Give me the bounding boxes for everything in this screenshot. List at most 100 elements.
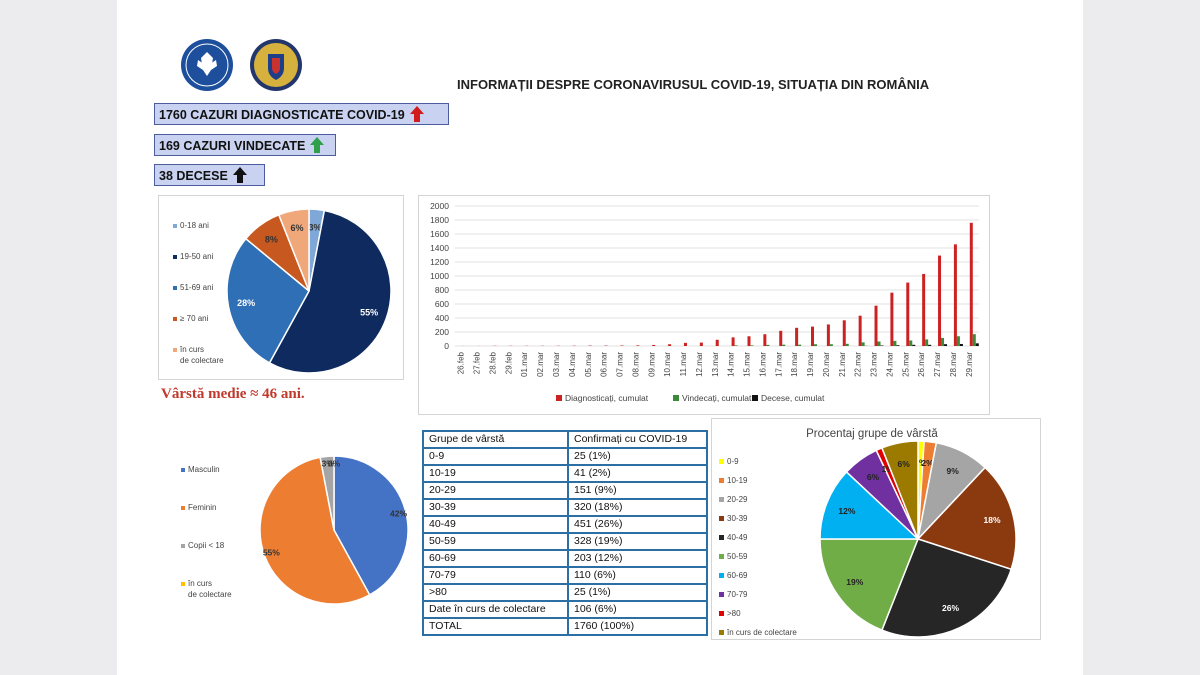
bar-0-24	[842, 320, 846, 346]
pie-slice-5	[819, 538, 920, 632]
legend-label-1: Vindecați, cumulat	[682, 393, 752, 403]
table-cell: TOTAL	[422, 617, 569, 636]
bar-0-19	[763, 334, 767, 346]
legend-swatch-8	[719, 611, 724, 616]
average-age-note: Vârstă medie ≈ 46 ani.	[161, 386, 305, 402]
bar-1-22	[814, 344, 818, 346]
table-row: 70-79 110 (6%)	[422, 566, 708, 585]
x-tick-label-17: 14.mar	[727, 352, 736, 377]
y-tick-label-7: 1400	[430, 243, 449, 253]
bar-1-23	[829, 344, 833, 346]
pie-slice-1	[259, 456, 371, 605]
bar-0-22	[811, 326, 815, 346]
x-tick-label-10: 07.mar	[616, 352, 625, 377]
bar-0-20	[779, 330, 783, 346]
pie-data-label-0: 1%	[914, 458, 927, 468]
x-tick-label-11: 08.mar	[631, 352, 640, 377]
table-cell: 25 (1%)	[567, 583, 708, 602]
pie-data-label-3: 0%	[328, 458, 341, 468]
legend-label-1: 10-19	[727, 476, 748, 485]
pie-data-label-1: 55%	[263, 548, 280, 558]
x-tick-label-29: 26.mar	[917, 352, 926, 377]
legend-swatch-0	[173, 224, 177, 228]
gender-pie-chart: Masculin Feminin Copii < 18 în curs de colec…	[181, 455, 409, 605]
table-cell: >80	[422, 583, 569, 602]
y-tick-label-1: 200	[435, 327, 449, 337]
table-cell: 70-79	[422, 566, 569, 585]
legend-swatch-3	[173, 317, 177, 321]
legend-label-5: 50-59	[727, 552, 748, 561]
table-cell: 203 (12%)	[567, 549, 708, 568]
y-tick-label-0: 0	[444, 341, 449, 351]
legend-swatch-1	[181, 506, 185, 510]
bar-1-24	[845, 343, 849, 346]
x-tick-label-31: 28.mar	[949, 352, 958, 377]
table-cell: 25 (1%)	[567, 447, 708, 466]
x-tick-label-1: 27.feb	[473, 351, 482, 374]
x-tick-label-7: 04.mar	[568, 352, 577, 377]
pie-data-label-6: 12%	[838, 506, 855, 516]
bar-0-21	[795, 327, 799, 346]
table-row: 60-69 203 (12%)	[422, 549, 708, 568]
table-cell: 110 (6%)	[567, 566, 708, 585]
table-row: TOTAL 1760 (100%)	[422, 617, 708, 636]
x-tick-label-19: 16.mar	[758, 352, 767, 377]
bar-0-12	[652, 344, 656, 346]
bar-0-27	[890, 292, 894, 346]
table-cell: 50-59	[422, 532, 569, 551]
y-tick-label-2: 400	[435, 313, 449, 323]
pie-slice-4	[880, 538, 1013, 638]
table-header-row: Grupe de vârstă Confirmați cu COVID-19	[422, 430, 708, 449]
bar-1-28	[909, 340, 913, 346]
table-row: 0-9 25 (1%)	[422, 447, 708, 466]
pie-slice-6	[819, 470, 920, 540]
x-tick-label-27: 24.mar	[885, 352, 894, 377]
table-cell: 320 (18%)	[567, 498, 708, 517]
arrow-up-red-icon	[410, 106, 425, 122]
age-pie-chart: 0-18 ani 19-50 ani 51-69 ani ≥ 70 ani în cur…	[173, 208, 392, 374]
bar-1-19	[766, 344, 770, 346]
x-tick-label-3: 29.feb	[504, 351, 513, 374]
pie-slice-2	[319, 455, 335, 531]
recovered-stat: 169 CAZURI VINDECATE	[154, 134, 336, 156]
pie-data-label-2: 28%	[237, 298, 255, 308]
table-header-cell: Confirmați cu COVID-19	[567, 430, 708, 449]
chart-title: Procentaj grupe de vârstă	[806, 428, 938, 440]
bar-2-30	[944, 344, 948, 346]
legend-swatch-2	[181, 544, 185, 548]
bar-0-18	[747, 336, 751, 346]
x-tick-label-16: 13.mar	[711, 352, 720, 377]
legend-swatch-0	[719, 459, 724, 464]
table-cell: 151 (9%)	[567, 481, 708, 500]
table-header-cell: Grupe de vârstă	[422, 430, 569, 449]
legend-swatch-4	[173, 348, 177, 352]
bar-2-28	[912, 344, 916, 346]
age-group-pie-panel: Procentaj grupe de vârstă 0-9 10-19 20-29 30…	[711, 418, 1041, 640]
table-cell: 10-19	[422, 464, 569, 483]
legend-label-7: 70-79	[727, 590, 748, 599]
x-tick-label-5: 02.mar	[536, 352, 545, 377]
pie-data-label-2: 3%	[322, 459, 335, 469]
legend-label-0: Masculin	[188, 465, 220, 474]
legend-label-4: 40-49	[727, 533, 748, 542]
table-cell: 328 (19%)	[567, 532, 708, 551]
legend-swatch-3	[181, 582, 185, 586]
bar-0-26	[874, 305, 878, 346]
bar-0-14	[683, 342, 687, 346]
x-tick-label-13: 10.mar	[663, 352, 672, 377]
deaths-stat-label: 38 DECESE	[159, 169, 228, 183]
legend-label-2: Decese, cumulat	[761, 393, 825, 403]
table-row: 40-49 451 (26%)	[422, 515, 708, 534]
pie-slice-2	[226, 237, 310, 364]
pie-slice-1	[268, 209, 392, 374]
bar-0-16	[715, 339, 719, 346]
bar-1-21	[798, 344, 802, 346]
legend-label-0: 0-18 ani	[180, 221, 209, 230]
table-cell: 1760 (100%)	[567, 617, 708, 636]
recovered-stat-label: 169 CAZURI VINDECATE	[159, 139, 306, 153]
y-tick-label-6: 1200	[430, 257, 449, 267]
age-group-pie-chart: Procentaj grupe de vârstă 0-9 10-19 20-29 30…	[719, 428, 1017, 638]
legend-label-2: 20-29	[727, 495, 748, 504]
legend-label-0: 0-9	[727, 457, 739, 466]
x-tick-label-0: 26.feb	[457, 351, 466, 374]
